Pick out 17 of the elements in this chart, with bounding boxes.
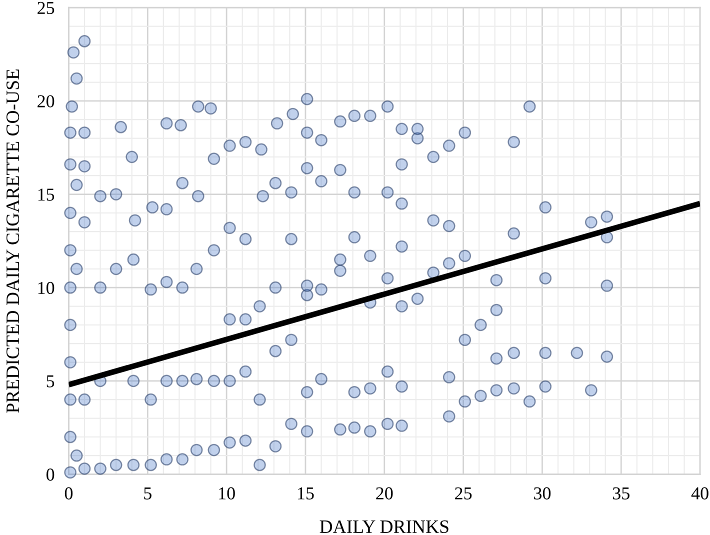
y-axis-title: PREDICTED DAILY CIGARETTE CO-USE xyxy=(6,69,20,413)
x-tick-label: 15 xyxy=(298,487,314,500)
x-tick-label: 5 xyxy=(144,487,152,500)
y-tick-label: 10 xyxy=(38,282,54,294)
x-axis-title: DAILY DRINKS xyxy=(320,520,448,534)
x-tick-label: 40 xyxy=(691,487,708,500)
x-tick-label: 30 xyxy=(534,487,551,500)
y-tick-label: 20 xyxy=(38,95,54,108)
y-tick-label: 15 xyxy=(38,188,54,201)
x-tick-label: 10 xyxy=(219,487,235,500)
x-tick-label: 20 xyxy=(376,487,393,500)
x-tick-label: 0 xyxy=(64,487,73,500)
x-tick-label: 35 xyxy=(612,487,630,500)
y-tick-label: 5 xyxy=(46,375,54,388)
x-tick-label: 25 xyxy=(455,487,472,500)
y-tick-label: 25 xyxy=(38,2,54,14)
y-tick-label: 0 xyxy=(46,468,54,481)
